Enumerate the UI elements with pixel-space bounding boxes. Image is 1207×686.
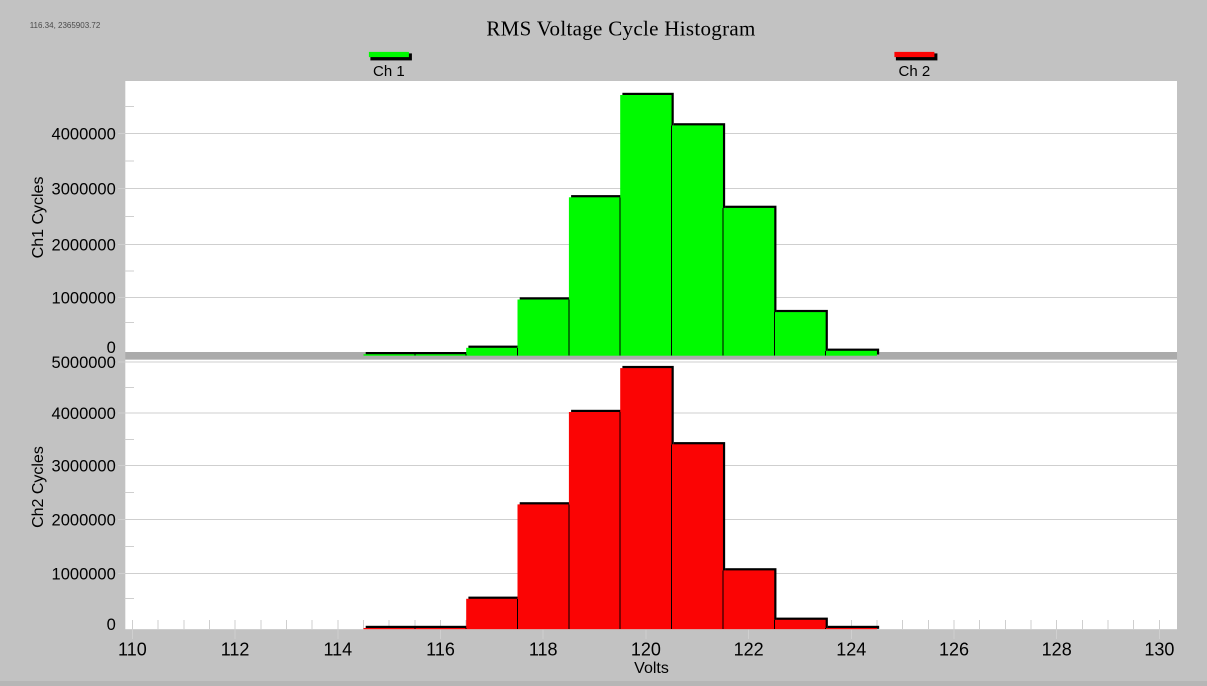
svg-text:124: 124 [836,639,866,659]
svg-text:1000000: 1000000 [52,290,116,308]
svg-text:0: 0 [107,339,116,357]
svg-text:Ch 1: Ch 1 [373,63,405,80]
svg-text:Ch1 Cycles: Ch1 Cycles [30,176,47,258]
svg-text:3000000: 3000000 [52,181,116,199]
svg-text:0: 0 [107,616,116,634]
svg-text:RMS Voltage Cycle Histogram: RMS Voltage Cycle Histogram [486,17,755,41]
svg-text:5000000: 5000000 [52,354,116,372]
svg-text:116.34, 2365903.72: 116.34, 2365903.72 [30,21,101,30]
svg-text:126: 126 [939,639,969,659]
svg-text:2000000: 2000000 [52,236,116,254]
svg-text:116: 116 [426,639,455,659]
svg-text:Volts: Volts [634,660,669,677]
svg-text:Ch 2: Ch 2 [899,63,931,80]
svg-text:4000000: 4000000 [52,126,116,144]
svg-text:110: 110 [118,639,147,659]
svg-text:1000000: 1000000 [52,566,116,584]
svg-text:130: 130 [1144,639,1174,659]
svg-text:4000000: 4000000 [52,405,116,423]
svg-text:112: 112 [221,639,250,659]
svg-text:118: 118 [529,639,558,659]
svg-text:2000000: 2000000 [52,511,116,529]
svg-text:120: 120 [631,639,661,659]
svg-text:128: 128 [1042,639,1072,659]
svg-text:122: 122 [734,639,764,659]
svg-text:Ch2 Cycles: Ch2 Cycles [30,446,47,528]
svg-text:3000000: 3000000 [52,458,116,476]
svg-text:114: 114 [323,639,352,659]
